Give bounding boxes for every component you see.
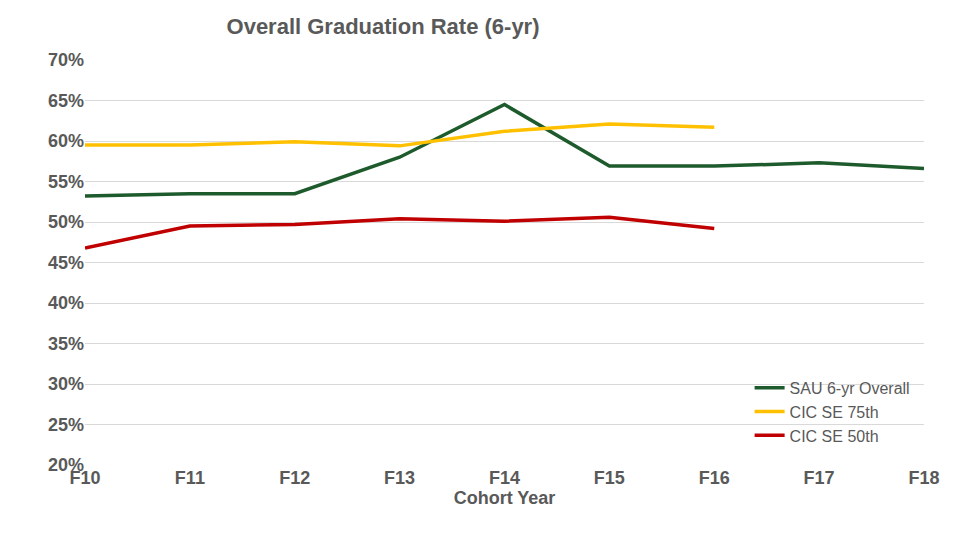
svg-text:SAU 6-yr Overall: SAU 6-yr Overall [790, 380, 910, 397]
svg-text:Overall Graduation Rate (6-yr): Overall Graduation Rate (6-yr) [227, 14, 540, 39]
svg-text:60%: 60% [48, 131, 84, 151]
svg-text:F13: F13 [384, 468, 415, 488]
svg-text:40%: 40% [48, 293, 84, 313]
svg-text:F16: F16 [699, 468, 730, 488]
svg-text:65%: 65% [48, 91, 84, 111]
svg-text:F15: F15 [594, 468, 625, 488]
svg-text:CIC SE 75th: CIC SE 75th [790, 404, 879, 421]
svg-text:F17: F17 [804, 468, 835, 488]
svg-text:20%: 20% [48, 455, 84, 475]
svg-text:F11: F11 [175, 468, 205, 488]
svg-text:70%: 70% [48, 50, 84, 70]
svg-text:50%: 50% [48, 212, 84, 232]
svg-text:Cohort Year: Cohort Year [454, 488, 556, 508]
svg-text:F14: F14 [489, 468, 520, 488]
svg-text:F18: F18 [908, 468, 939, 488]
svg-text:30%: 30% [48, 374, 84, 394]
svg-text:F12: F12 [279, 468, 310, 488]
svg-text:CIC SE 50th: CIC SE 50th [790, 428, 879, 445]
svg-text:F10: F10 [69, 468, 100, 488]
svg-text:45%: 45% [48, 253, 84, 273]
svg-text:35%: 35% [48, 334, 84, 354]
svg-text:55%: 55% [48, 172, 84, 192]
svg-text:25%: 25% [48, 415, 84, 435]
